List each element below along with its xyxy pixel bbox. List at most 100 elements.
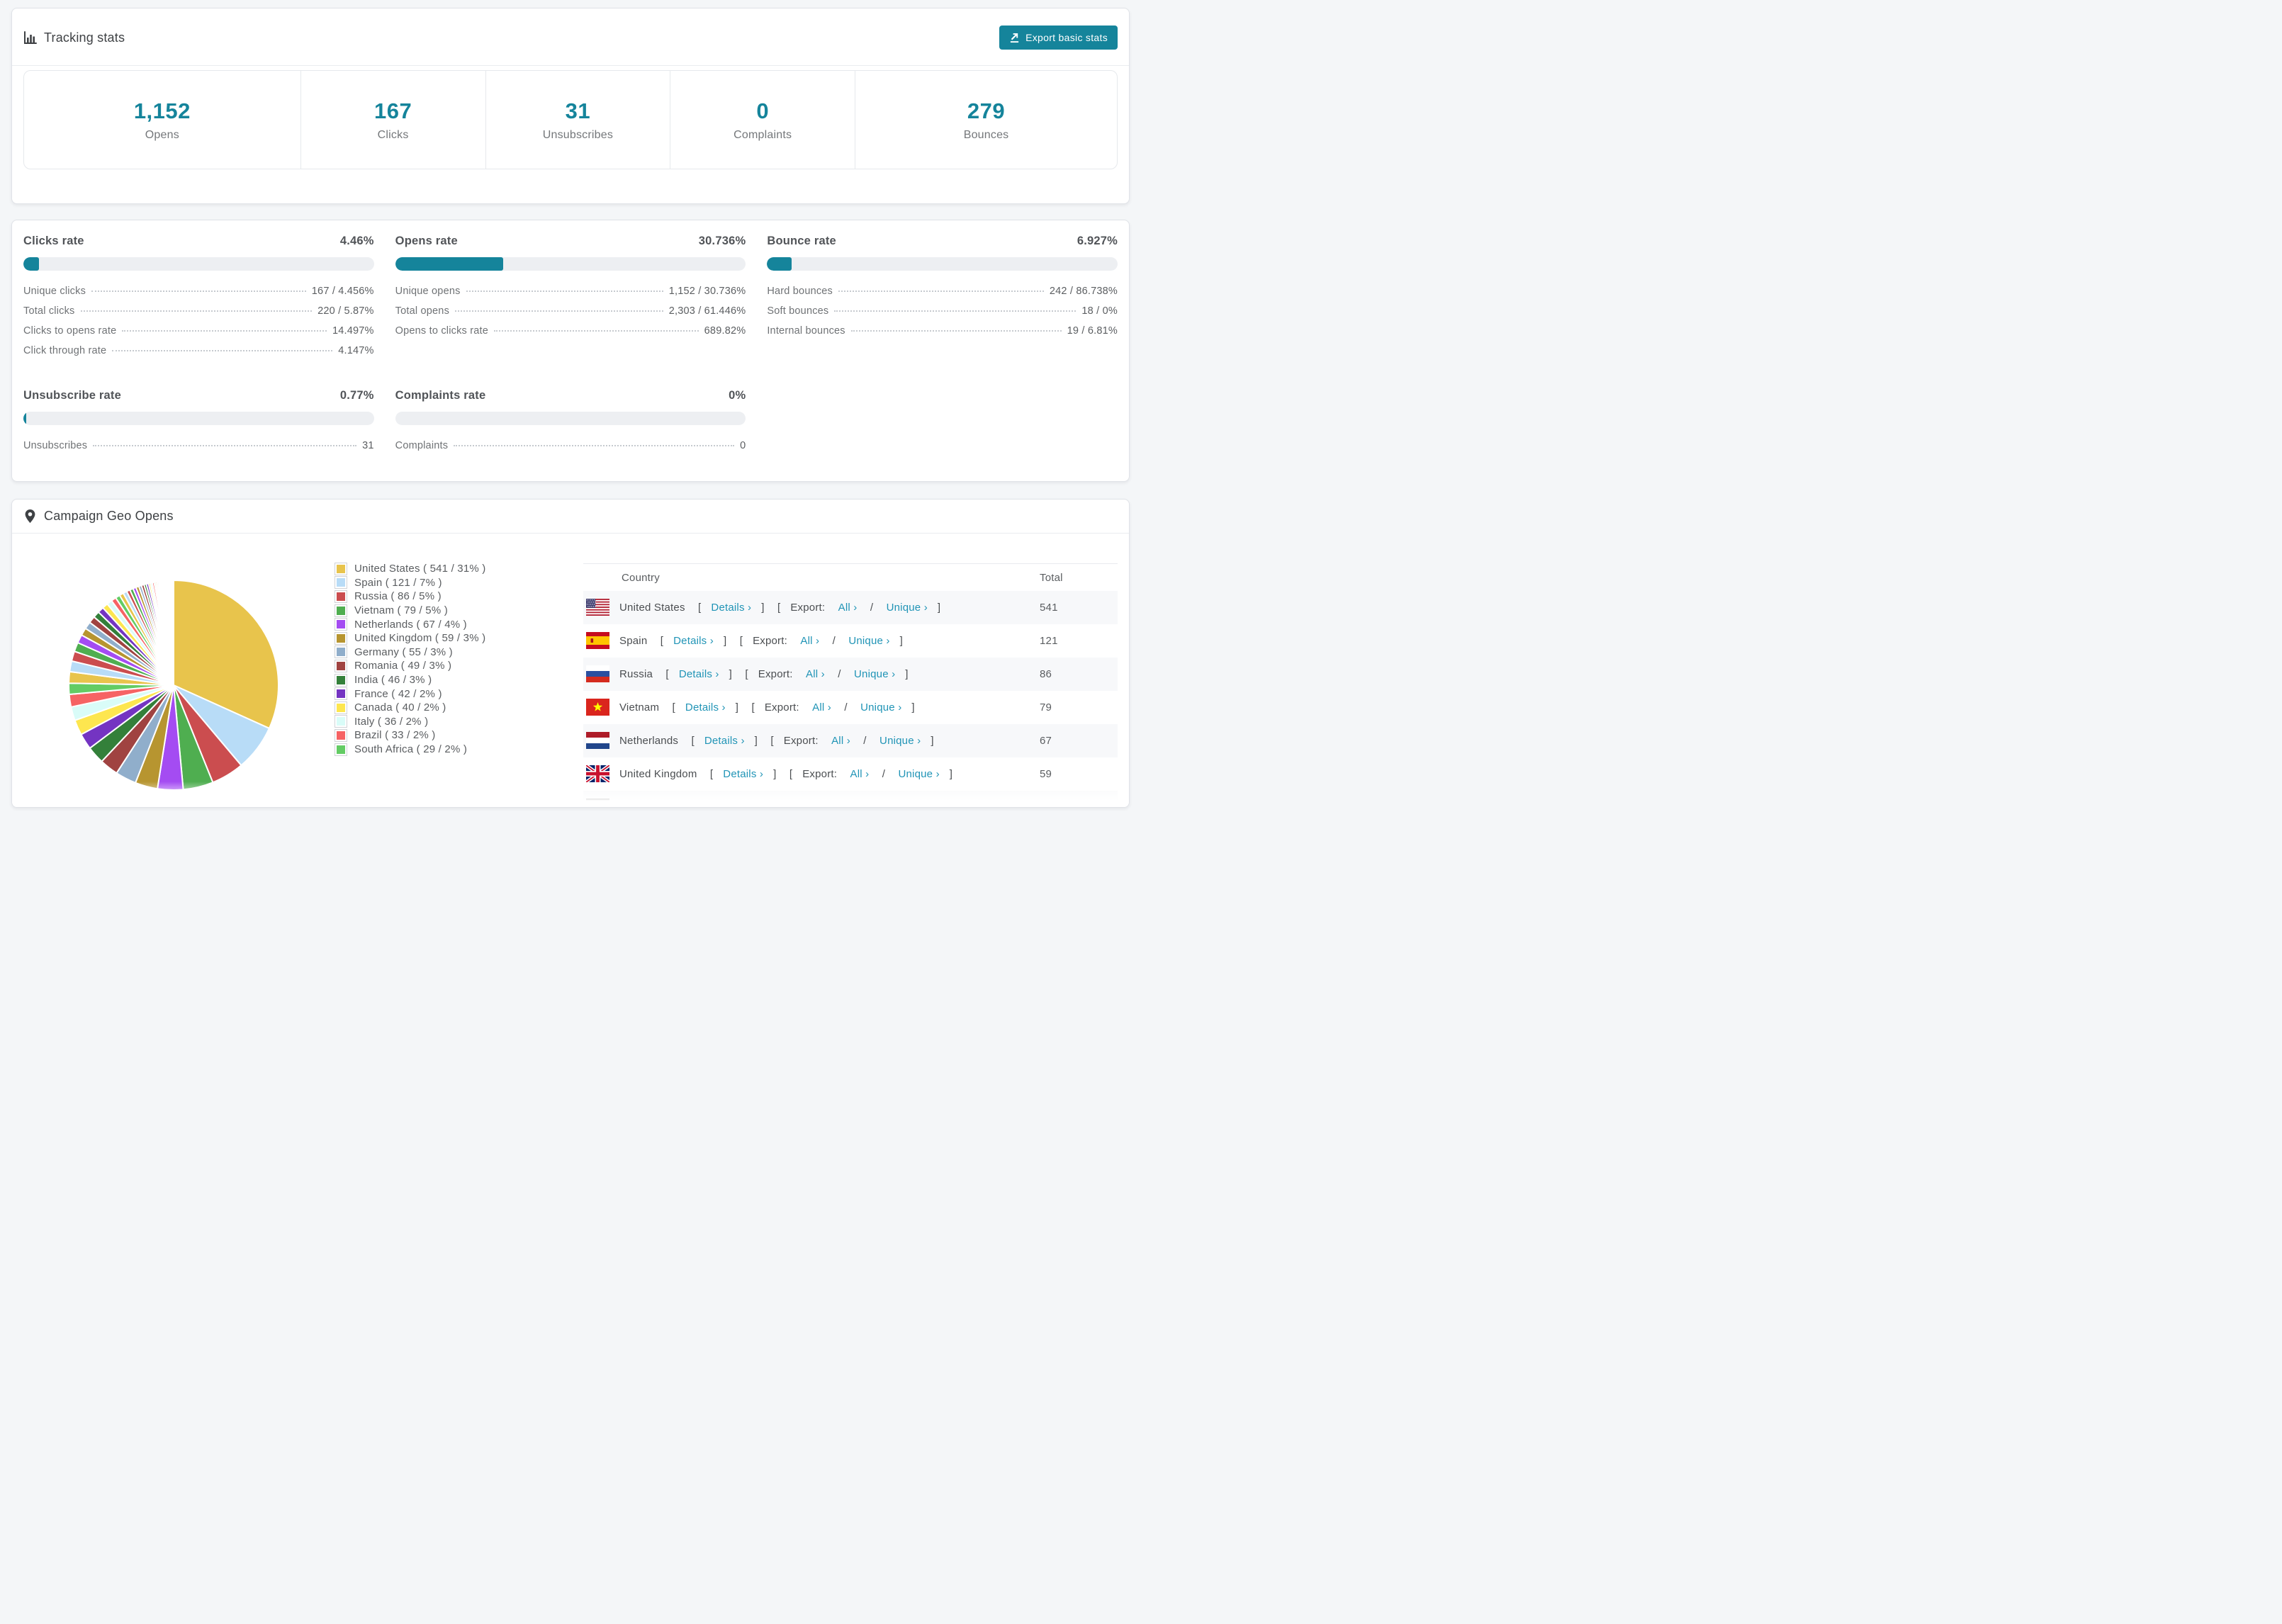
details-link[interactable]: Details › bbox=[678, 667, 719, 680]
country-cell-td: Netherlands [Details ›] [Export: All › /… bbox=[583, 724, 1040, 757]
rate-detail-label: Internal bounces bbox=[767, 325, 845, 337]
progress-bar-complaints-rate bbox=[395, 412, 746, 425]
country-total: 59 bbox=[1040, 767, 1052, 780]
rate-detail-label: Clicks to opens rate bbox=[23, 325, 117, 337]
country-name: United Kingdom bbox=[619, 767, 697, 780]
country-cell bbox=[583, 799, 1040, 807]
legend-item-romania[interactable]: Romania ( 49 / 3% ) bbox=[335, 659, 583, 673]
geo-opens-card: Campaign Geo Opens United States ( 541 /… bbox=[11, 499, 1130, 808]
bracket: ] bbox=[899, 634, 903, 647]
details-link[interactable]: Details › bbox=[685, 701, 726, 714]
export-unique-link[interactable]: Unique › bbox=[886, 601, 928, 614]
country-cell: Russia [Details ›] [Export: All › / Uniq… bbox=[583, 665, 1040, 682]
rate-detail-row: Soft bounces 18 / 0% bbox=[767, 305, 1118, 325]
export-unique-link[interactable]: Unique › bbox=[898, 767, 940, 780]
legend-swatch bbox=[335, 743, 347, 755]
country-name: Spain bbox=[619, 634, 648, 647]
rate-detail-label: Hard bounces bbox=[767, 286, 833, 297]
legend-item-canada[interactable]: Canada ( 40 / 2% ) bbox=[335, 701, 583, 715]
rate-header: Complaints rate 0% bbox=[395, 385, 746, 402]
dotted-leader bbox=[838, 291, 1044, 292]
legend-item-united-states[interactable]: United States ( 541 / 31% ) bbox=[335, 562, 583, 576]
rate-detail-value: 19 / 6.81% bbox=[1067, 325, 1118, 337]
legend-item-india[interactable]: India ( 46 / 3% ) bbox=[335, 673, 583, 687]
export-unique-link[interactable]: Unique › bbox=[860, 701, 902, 714]
legend-item-south-africa[interactable]: South Africa ( 29 / 2% ) bbox=[335, 743, 583, 757]
legend-item-spain[interactable]: Spain ( 121 / 7% ) bbox=[335, 576, 583, 590]
bracket: [ bbox=[745, 667, 748, 680]
stats-summary-row: 1,152 Opens 167 Clicks 31 Unsubscribes 0 Compla… bbox=[23, 70, 1118, 169]
export-all-link[interactable]: All › bbox=[806, 667, 825, 680]
export-all-link[interactable]: All › bbox=[838, 601, 858, 614]
rate-detail-value: 2,303 / 61.446% bbox=[668, 305, 746, 317]
bracket: ] bbox=[735, 701, 742, 714]
rate-detail-value: 689.82% bbox=[704, 325, 746, 337]
slash-separator: / bbox=[841, 701, 851, 714]
country-name: Russia bbox=[619, 667, 653, 680]
bracket: ] bbox=[931, 734, 934, 747]
export-label: Export: bbox=[790, 601, 828, 614]
details-link[interactable]: Details › bbox=[723, 767, 764, 780]
export-all-link[interactable]: All › bbox=[850, 767, 870, 780]
dotted-leader bbox=[850, 330, 1062, 332]
country-cell: Vietnam [Details ›] [Export: All › / Uni… bbox=[583, 699, 1040, 716]
rate-detail-value: 4.147% bbox=[338, 345, 374, 356]
legend-item-brazil[interactable]: Brazil ( 33 / 2% ) bbox=[335, 728, 583, 743]
progress-bar-clicks-rate bbox=[23, 257, 374, 271]
export-basic-stats-button[interactable]: Export basic stats bbox=[999, 26, 1118, 50]
legend-item-russia[interactable]: Russia ( 86 / 5% ) bbox=[335, 590, 583, 604]
export-all-link[interactable]: All › bbox=[812, 701, 831, 714]
geo-table-header-total: Total bbox=[1040, 563, 1118, 591]
legend-item-germany[interactable]: Germany ( 55 / 3% ) bbox=[335, 645, 583, 660]
rate-title: Unsubscribe rate bbox=[23, 389, 121, 402]
country-total: 541 bbox=[1040, 601, 1058, 614]
gb-flag-icon bbox=[586, 765, 609, 782]
rate-detail-label: Unique clicks bbox=[23, 286, 86, 297]
legend-item-vietnam[interactable]: Vietnam ( 79 / 5% ) bbox=[335, 604, 583, 618]
legend-label: France ( 42 / 2% ) bbox=[354, 687, 442, 700]
dotted-leader bbox=[93, 445, 357, 446]
legend-item-italy[interactable]: Italy ( 36 / 2% ) bbox=[335, 715, 583, 729]
details-link[interactable]: Details › bbox=[673, 634, 714, 647]
geo-pie-chart[interactable] bbox=[23, 534, 335, 807]
country-cell: Spain [Details ›] [Export: All › / Uniqu… bbox=[583, 632, 1040, 649]
dotted-leader bbox=[112, 350, 333, 351]
rate-header: Clicks rate 4.46% bbox=[23, 230, 374, 248]
export-all-link[interactable]: All › bbox=[831, 734, 850, 747]
country-total bbox=[1040, 791, 1118, 808]
legend-item-france[interactable]: France ( 42 / 2% ) bbox=[335, 687, 583, 701]
bracket: [ bbox=[751, 701, 755, 714]
table-row-vietnam: Vietnam [Details ›] [Export: All › / Uni… bbox=[583, 691, 1118, 724]
legend-swatch bbox=[335, 660, 347, 672]
legend-label: Vietnam ( 79 / 5% ) bbox=[354, 604, 448, 617]
export-unique-link[interactable]: Unique › bbox=[854, 667, 896, 680]
rate-detail-row: Complaints 0 bbox=[395, 440, 746, 460]
country-cell-td: United States [Details ›] [Export: All ›… bbox=[583, 591, 1040, 624]
legend-swatch bbox=[335, 563, 347, 575]
legend-label: Romania ( 49 / 3% ) bbox=[354, 660, 452, 672]
progress-bar-fill bbox=[395, 257, 503, 271]
rate-detail-label: Complaints bbox=[395, 440, 449, 451]
tracking-stats-header: Tracking stats Export basic stats bbox=[12, 9, 1129, 66]
rate-detail-value: 14.497% bbox=[332, 325, 374, 337]
rate-block-bounce-rate: Bounce rate 6.927% Hard bounces 242 / 86.73… bbox=[767, 230, 1118, 365]
legend-item-united-kingdom[interactable]: United Kingdom ( 59 / 3% ) bbox=[335, 631, 583, 645]
stat-box-clicks: 167 Clicks bbox=[301, 71, 486, 169]
export-label: Export: bbox=[753, 634, 791, 647]
progress-bar-fill bbox=[23, 412, 26, 425]
rate-detail-row: Click through rate 4.147% bbox=[23, 345, 374, 365]
tracking-stats-card: Tracking stats Export basic stats 1,152 O… bbox=[11, 8, 1130, 204]
country-cell-td: United Kingdom [Details ›] [Export: All … bbox=[583, 757, 1040, 791]
legend-item-netherlands[interactable]: Netherlands ( 67 / 4% ) bbox=[335, 617, 583, 631]
pie-slice-united-states[interactable] bbox=[173, 579, 279, 730]
dotted-leader bbox=[122, 330, 327, 332]
rate-detail-label: Unsubscribes bbox=[23, 440, 88, 451]
stat-label: Bounces bbox=[963, 128, 1009, 141]
bracket: ] bbox=[949, 767, 953, 780]
details-link[interactable]: Details › bbox=[711, 601, 752, 614]
de-flag-icon bbox=[586, 799, 609, 807]
details-link[interactable]: Details › bbox=[704, 734, 745, 747]
export-unique-link[interactable]: Unique › bbox=[848, 634, 890, 647]
export-all-link[interactable]: All › bbox=[800, 634, 820, 647]
export-unique-link[interactable]: Unique › bbox=[879, 734, 921, 747]
